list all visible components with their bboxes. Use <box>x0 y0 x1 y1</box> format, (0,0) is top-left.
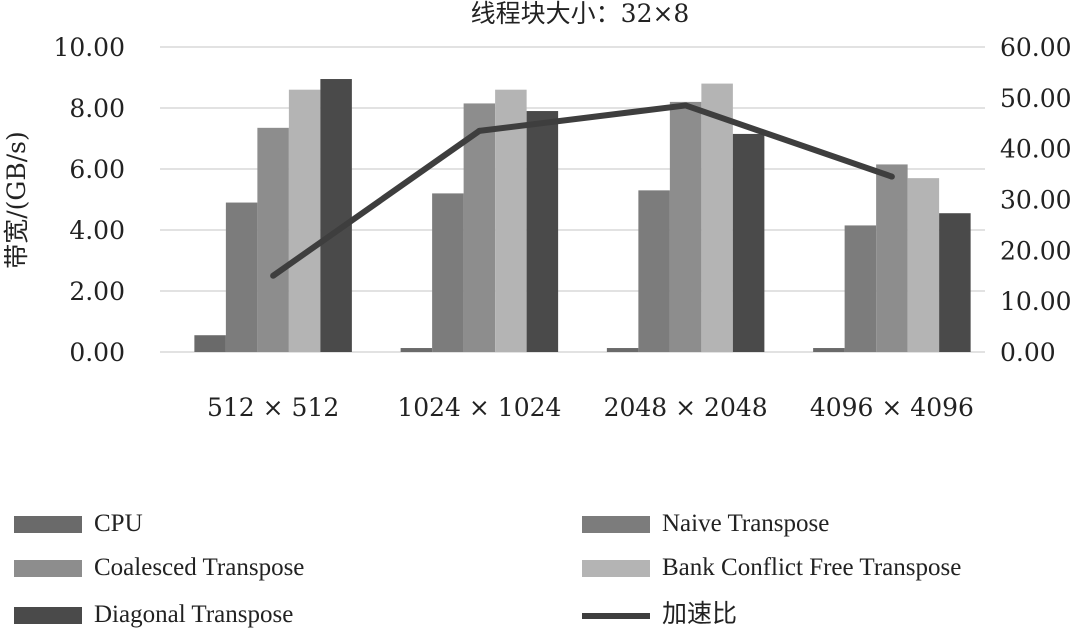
bar <box>876 164 908 352</box>
y2-tick-label: 60.00 <box>1000 33 1072 62</box>
chart-title: 线程块大小：32×8 <box>471 0 690 28</box>
line-point <box>270 272 277 279</box>
y-tick-label: 0.00 <box>69 338 125 367</box>
bar <box>194 335 226 352</box>
bar <box>606 348 639 352</box>
y2-tick-label: 0.00 <box>1000 338 1056 367</box>
legend-label-speedup: 加速比 <box>662 601 738 628</box>
x-tick-label: 2048 × 2048 <box>604 393 768 422</box>
y-tick-label: 2.00 <box>69 277 125 306</box>
y-tick-label: 8.00 <box>69 94 125 123</box>
legend-swatch-cpu <box>14 516 82 533</box>
legend-label-diagonal: Diagonal Transpose <box>94 601 294 628</box>
bar <box>844 225 877 352</box>
x-tick-label: 1024 × 1024 <box>397 393 561 422</box>
bar <box>813 348 845 352</box>
y2-axis-ticks: 0.00 10.00 20.00 30.00 40.00 50.00 60.00 <box>1000 33 1072 367</box>
y2-tick-label: 20.00 <box>1000 236 1072 265</box>
y2-tick-label: 30.00 <box>1000 186 1072 215</box>
legend-label-cpu: CPU <box>94 510 143 537</box>
y-tick-label: 4.00 <box>69 216 125 245</box>
legend-swatch-diagonal <box>14 607 82 624</box>
bar <box>701 83 733 352</box>
y2-tick-label: 50.00 <box>1000 84 1072 113</box>
bar <box>320 79 352 353</box>
bar <box>732 133 765 352</box>
legend-swatch-naive <box>582 516 650 533</box>
legend-label-coalesced: Coalesced Transpose <box>94 554 305 581</box>
bar <box>257 127 289 352</box>
y2-tick-label: 40.00 <box>1000 135 1072 164</box>
bar <box>669 101 702 353</box>
bar <box>225 202 258 352</box>
bar <box>495 89 527 352</box>
speedup-line <box>270 102 895 279</box>
x-tick-label: 512 × 512 <box>207 393 339 422</box>
legend-label-naive: Naive Transpose <box>662 510 830 537</box>
legend-swatch-bank-conflict-free <box>582 560 650 577</box>
bar <box>907 178 940 352</box>
legend-swatch-coalesced <box>14 560 82 577</box>
bar <box>939 213 971 352</box>
x-axis-ticks: 512 × 512 1024 × 1024 2048 × 2048 4096 × 40… <box>207 393 974 422</box>
bar <box>432 193 464 352</box>
bar <box>400 348 433 352</box>
line-point <box>476 127 483 134</box>
line-point <box>682 102 689 109</box>
bar <box>526 111 559 352</box>
y-tick-label: 10.00 <box>53 33 125 62</box>
line-point <box>888 173 895 180</box>
bar <box>288 89 321 352</box>
bar <box>463 103 496 352</box>
series-line <box>271 102 893 279</box>
x-tick-label: 4096 × 4096 <box>810 393 974 422</box>
legend-label-bank-conflict-free: Bank Conflict Free Transpose <box>662 554 962 581</box>
legend-line-speedup <box>582 613 650 619</box>
y2-tick-label: 10.00 <box>1000 287 1072 316</box>
y-axis-ticks: 0.00 2.00 4.00 6.00 8.00 10.00 <box>53 33 125 367</box>
bars <box>194 79 971 353</box>
y-axis-label: 带宽/(GB/s) <box>2 131 31 269</box>
y-tick-label: 6.00 <box>69 155 125 184</box>
bar <box>638 190 670 352</box>
